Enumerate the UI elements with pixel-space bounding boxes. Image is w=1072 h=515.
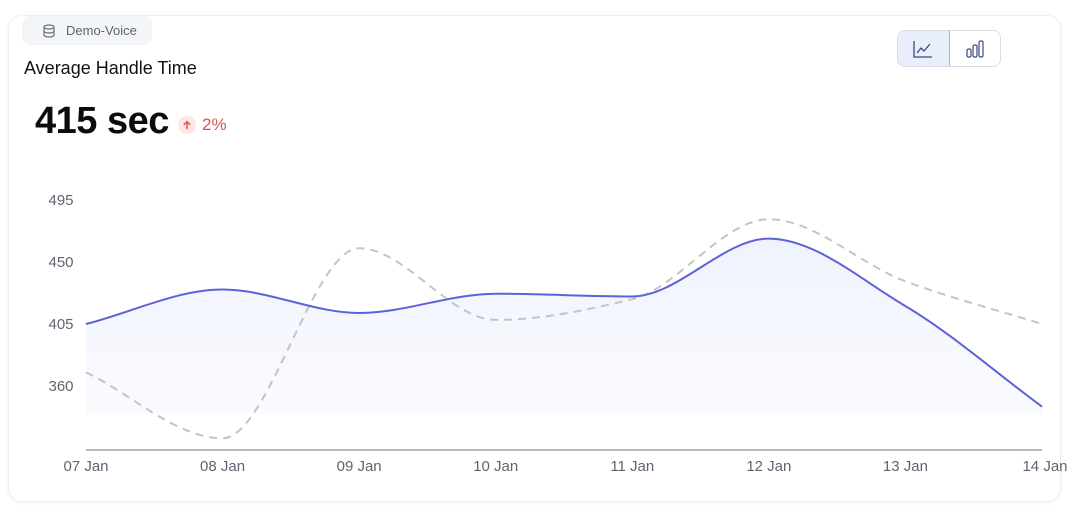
x-tick-label: 13 Jan [883, 458, 928, 475]
y-tick-label: 405 [48, 316, 73, 333]
chart-type-toggle [897, 30, 1001, 67]
arrow-up-icon [178, 116, 196, 134]
source-label: Demo-Voice [66, 23, 137, 38]
database-icon [43, 23, 55, 38]
x-tick-label: 14 Jan [1022, 458, 1067, 475]
x-tick-label: 11 Jan [610, 458, 654, 475]
bar-chart-icon [966, 39, 984, 58]
chart-card [8, 15, 1061, 502]
series-area [86, 238, 1042, 414]
chart-title: Average Handle Time [24, 58, 197, 78]
bar-chart-button[interactable] [950, 31, 1001, 66]
y-tick-label: 450 [48, 254, 73, 271]
delta-value: 2% [202, 115, 227, 134]
y-tick-label: 360 [48, 378, 73, 395]
line-chart-icon [913, 40, 933, 58]
x-tick-label: 08 Jan [200, 458, 245, 475]
series-line-dashed [85, 218, 1043, 440]
source-chip[interactable]: Demo-Voice [22, 16, 152, 45]
x-tick-label: 09 Jan [337, 458, 382, 475]
x-tick-label: 12 Jan [746, 458, 791, 475]
y-tick-label: 495 [48, 192, 73, 209]
kpi-value: 415 sec [35, 100, 169, 142]
series-line-solid [85, 237, 1043, 408]
delta-badge: 2% [178, 115, 227, 135]
x-tick-label: 07 Jan [63, 458, 108, 475]
x-tick-label: 10 Jan [473, 458, 518, 475]
line-chart-button[interactable] [898, 31, 950, 66]
